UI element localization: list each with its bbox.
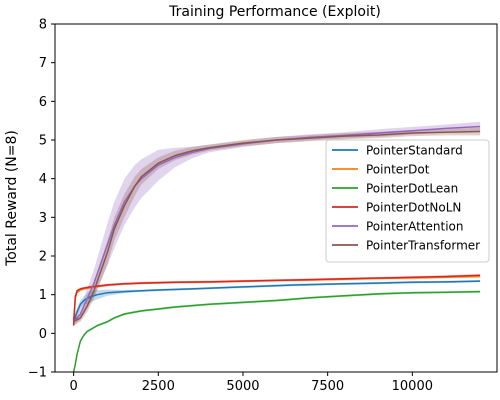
legend: PointerStandard PointerDot PointerDotLean P… [326,140,489,262]
legend-label: PointerDotLean [366,182,458,196]
x-tick-label: 5000 [226,379,259,394]
y-tick-label: 2 [39,250,47,265]
y-tick-label: 3 [39,211,47,226]
y-tick-label: 7 [39,56,47,71]
band-PointerStandard [74,280,481,326]
band-PointerDotLean [74,290,481,374]
y-axis-label: Total Reward (N=8) [4,130,20,267]
legend-label: PointerAttention [366,220,464,234]
y-tick-label: 5 [39,134,47,149]
y-tick-label: 8 [39,18,47,33]
legend-label: PointerDot [366,163,430,177]
x-tick-label: 2500 [142,379,175,394]
x-tick-label: 7500 [311,379,344,394]
legend-label: PointerDotNoLN [366,201,461,215]
legend-label: PointerStandard [366,144,463,158]
chart-title: Training Performance (Exploit) [168,4,381,20]
x-tick-label: 10000 [392,379,433,394]
y-tick-label: 6 [39,95,47,110]
series-line-PointerDotLean [74,292,481,372]
y-tick-label: 0 [39,327,47,342]
y-tick-label: 1 [39,288,47,303]
x-axis-ticks: 0 2500 5000 7500 10000 [69,372,433,394]
legend-label: PointerTransformer [366,239,480,253]
y-tick-label: 4 [39,172,47,187]
x-tick-label: 0 [69,379,77,394]
y-axis-ticks: −1 0 1 2 3 4 5 6 7 8 [28,18,55,381]
y-tick-label: −1 [28,366,47,381]
